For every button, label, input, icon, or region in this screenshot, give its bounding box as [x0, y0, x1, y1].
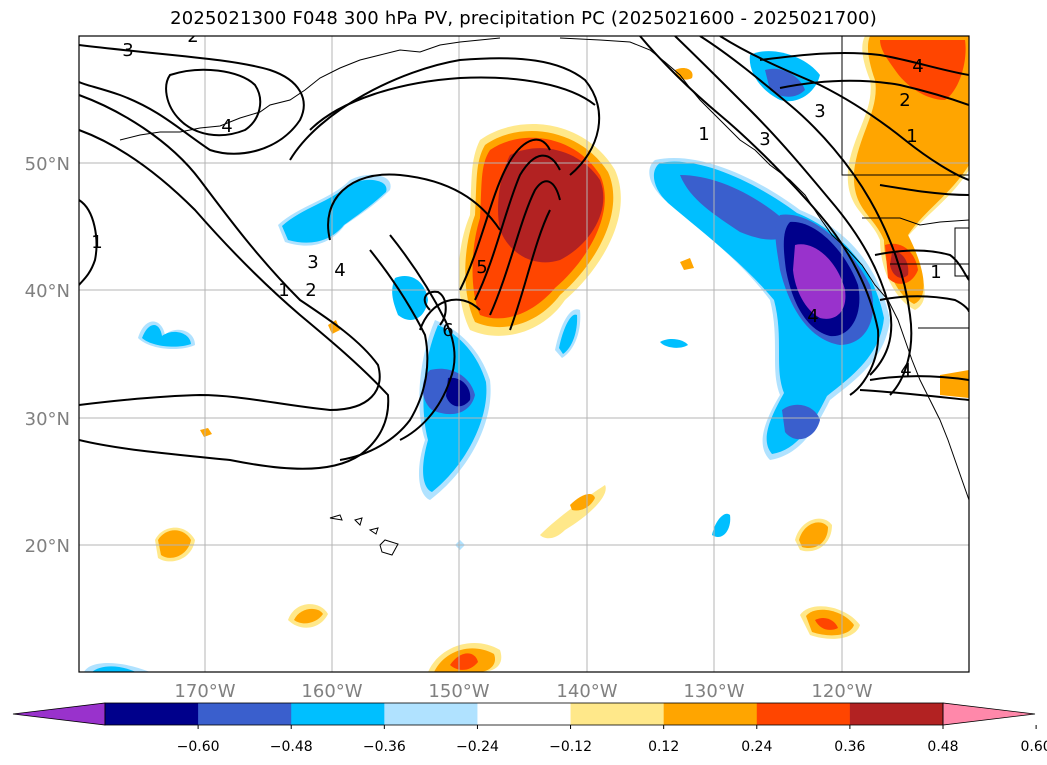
pv-label: 3 — [122, 40, 133, 61]
lat-label-30n: 30°N — [25, 409, 70, 430]
lon-label-140w: 140°W — [556, 681, 617, 702]
pv-label: 3 — [814, 101, 825, 122]
map-gridlines — [79, 36, 969, 672]
pv-label: 2 — [187, 26, 198, 47]
lon-label-150w: 150°W — [428, 681, 489, 702]
colorbar — [12, 702, 1036, 726]
colorbar-tick-label: 0.60 — [1021, 739, 1047, 755]
colorbar-tick-label: 0.36 — [834, 739, 865, 755]
colorbar-segment — [756, 703, 851, 725]
colorbar-tick-label: −0.24 — [456, 739, 499, 755]
colorbar-segment — [849, 703, 944, 725]
lat-label-40n: 40°N — [25, 281, 70, 302]
colorbar-segment — [663, 703, 758, 725]
pv-label: 6 — [442, 320, 453, 341]
colorbar-tick-labels: −0.60 −0.48 −0.36 −0.24 −0.12 0.12 0.24 0.36 0.4… — [177, 725, 1047, 755]
pv-label: 3 — [759, 129, 770, 150]
colorbar-segment — [477, 703, 572, 725]
colorbar-extend-max — [942, 702, 1036, 726]
colorbar-tick-label: 0.48 — [927, 739, 958, 755]
pv-label: 4 — [221, 116, 232, 137]
map-frame — [78, 35, 970, 673]
pv-label: 1 — [278, 280, 289, 301]
pv-label: 1 — [930, 262, 941, 283]
pv-label: 3 — [307, 252, 318, 273]
colorbar-frame — [104, 702, 944, 726]
negative-precip-anomaly-westcoast — [649, 51, 890, 460]
figure-title: 2025021300 F048 300 hPa PV, precipitatio… — [170, 8, 877, 29]
pv-label: 4 — [900, 360, 911, 381]
positive-precip-anomaly-ne — [847, 36, 969, 398]
longitude-labels: 170°W 160°W 150°W 140°W 130°W 120°W — [174, 681, 872, 702]
pv-label: 1 — [91, 232, 102, 253]
negative-precip-anomaly-north — [278, 174, 428, 320]
colorbar-segment — [384, 703, 478, 725]
pv-contours — [79, 36, 969, 470]
colorbar-tick-label: −0.36 — [363, 739, 406, 755]
pv-label: 2 — [305, 280, 316, 301]
pv-label: 4 — [807, 306, 818, 327]
pv-label: 4 — [334, 260, 345, 281]
pv-contour-labels: 3 2 4 1 1 3 4 2 1 5 6 1 3 3 4 2 1 4 4 — [91, 26, 941, 381]
lon-label-130w: 130°W — [683, 681, 744, 702]
coastlines — [119, 36, 969, 556]
colorbar-extend-min — [12, 702, 106, 726]
positive-precip-anomaly-central — [458, 124, 621, 336]
pv-label: 2 — [899, 90, 910, 111]
lat-label-50n: 50°N — [25, 154, 70, 175]
pv-label: 1 — [698, 124, 709, 145]
colorbar-tick-label: 0.24 — [741, 739, 772, 755]
colorbar-segment — [105, 703, 199, 725]
colorbar-segment — [198, 703, 292, 725]
lat-label-20n: 20°N — [25, 536, 70, 557]
colorbar-tick-label: −0.60 — [177, 739, 220, 755]
colorbar-segment — [570, 703, 665, 725]
pv-label: 5 — [476, 257, 487, 278]
negative-precip-anomaly-subtropical — [418, 320, 491, 500]
latitude-labels: 50°N 40°N 30°N 20°N — [25, 154, 70, 557]
pv-label: 4 — [912, 56, 923, 77]
lon-label-170w: 170°W — [174, 681, 235, 702]
lon-label-160w: 160°W — [301, 681, 362, 702]
colorbar-segment — [291, 703, 385, 725]
pv-label: 1 — [906, 126, 917, 147]
colorbar-tick-label: 0.12 — [648, 739, 679, 755]
colorbar-tick-label: −0.48 — [270, 739, 313, 755]
lon-label-120w: 120°W — [811, 681, 872, 702]
colorbar-tick-label: −0.12 — [549, 739, 592, 755]
